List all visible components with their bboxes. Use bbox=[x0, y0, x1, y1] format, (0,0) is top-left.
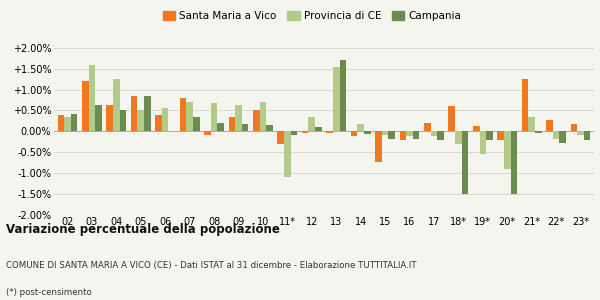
Bar bbox=[535, 131, 542, 133]
Bar bbox=[71, 114, 77, 131]
Bar bbox=[504, 131, 511, 169]
Bar bbox=[137, 110, 144, 131]
Bar bbox=[486, 131, 493, 140]
Bar bbox=[277, 131, 284, 144]
Bar bbox=[584, 131, 590, 140]
Bar bbox=[106, 105, 113, 131]
Bar bbox=[155, 115, 162, 131]
Bar bbox=[479, 131, 486, 154]
Bar bbox=[546, 120, 553, 131]
Bar bbox=[82, 81, 89, 131]
Bar bbox=[473, 126, 479, 131]
Bar bbox=[413, 131, 419, 139]
Bar bbox=[424, 123, 431, 131]
Bar bbox=[217, 123, 224, 131]
Bar bbox=[315, 127, 322, 131]
Bar bbox=[522, 79, 529, 131]
Bar bbox=[58, 115, 64, 131]
Bar bbox=[529, 117, 535, 131]
Bar bbox=[400, 131, 406, 140]
Bar bbox=[187, 102, 193, 131]
Bar bbox=[180, 98, 187, 131]
Bar bbox=[437, 131, 444, 140]
Bar bbox=[559, 131, 566, 143]
Bar bbox=[375, 131, 382, 163]
Bar bbox=[302, 131, 308, 133]
Bar bbox=[553, 131, 559, 139]
Bar bbox=[326, 131, 333, 133]
Bar bbox=[253, 110, 260, 131]
Bar bbox=[290, 131, 297, 135]
Bar bbox=[308, 117, 315, 131]
Bar bbox=[284, 131, 290, 177]
Bar bbox=[211, 103, 217, 131]
Bar bbox=[571, 124, 577, 131]
Bar bbox=[162, 108, 169, 131]
Bar bbox=[64, 117, 71, 131]
Bar bbox=[340, 61, 346, 131]
Bar bbox=[193, 117, 200, 131]
Bar bbox=[431, 131, 437, 136]
Text: COMUNE DI SANTA MARIA A VICO (CE) - Dati ISTAT al 31 dicembre - Elaborazione TUT: COMUNE DI SANTA MARIA A VICO (CE) - Dati… bbox=[6, 261, 416, 270]
Bar bbox=[497, 131, 504, 140]
Bar bbox=[242, 124, 248, 131]
Bar bbox=[131, 96, 137, 131]
Bar bbox=[358, 124, 364, 131]
Bar bbox=[351, 131, 358, 136]
Bar bbox=[235, 105, 242, 131]
Bar bbox=[461, 131, 468, 194]
Bar bbox=[511, 131, 517, 194]
Bar bbox=[406, 131, 413, 136]
Bar bbox=[95, 105, 102, 131]
Bar bbox=[364, 131, 371, 134]
Bar bbox=[382, 131, 388, 135]
Bar bbox=[260, 102, 266, 131]
Bar bbox=[229, 117, 235, 131]
Bar bbox=[577, 131, 584, 135]
Bar bbox=[204, 131, 211, 135]
Text: (*) post-censimento: (*) post-censimento bbox=[6, 288, 92, 297]
Bar bbox=[448, 106, 455, 131]
Legend: Santa Maria a Vico, Provincia di CE, Campania: Santa Maria a Vico, Provincia di CE, Cam… bbox=[158, 7, 466, 25]
Bar bbox=[113, 79, 119, 131]
Bar bbox=[144, 96, 151, 131]
Bar bbox=[266, 125, 273, 131]
Bar bbox=[119, 110, 126, 131]
Bar bbox=[455, 131, 461, 144]
Bar bbox=[388, 131, 395, 139]
Bar bbox=[333, 67, 340, 131]
Text: Variazione percentuale della popolazione: Variazione percentuale della popolazione bbox=[6, 224, 280, 236]
Bar bbox=[89, 65, 95, 131]
